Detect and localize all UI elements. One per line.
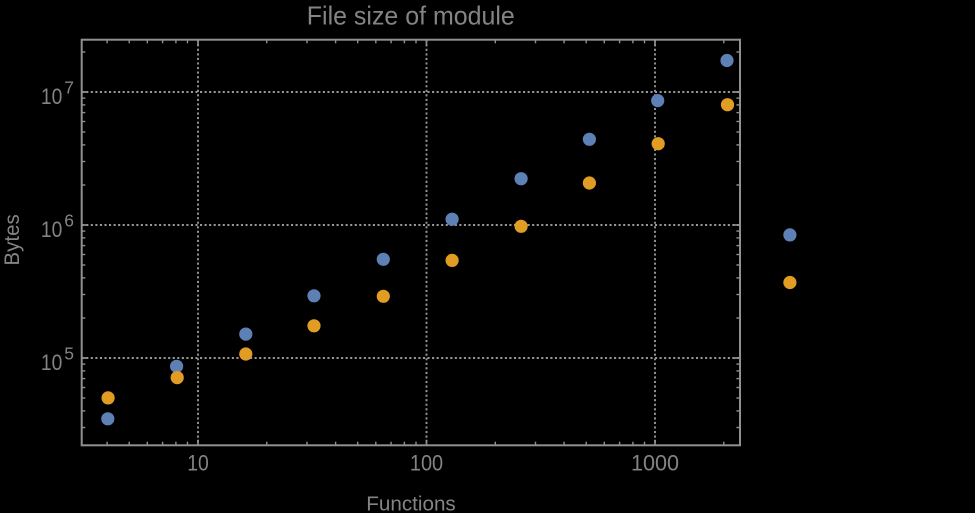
svg-text:Functions: Functions bbox=[366, 494, 456, 513]
svg-text:10: 10 bbox=[187, 451, 209, 476]
svg-text:10: 10 bbox=[41, 217, 62, 242]
svg-text:File size of module: File size of module bbox=[307, 1, 515, 31]
svg-text:100: 100 bbox=[410, 451, 443, 476]
svg-text:10: 10 bbox=[41, 84, 62, 109]
svg-text:10: 10 bbox=[41, 350, 62, 375]
svg-text:Bytes: Bytes bbox=[1, 214, 24, 265]
svg-text:1000: 1000 bbox=[631, 451, 679, 476]
svg-text:7: 7 bbox=[64, 78, 74, 98]
svg-text:5: 5 bbox=[64, 344, 74, 364]
svg-text:6: 6 bbox=[64, 211, 74, 231]
